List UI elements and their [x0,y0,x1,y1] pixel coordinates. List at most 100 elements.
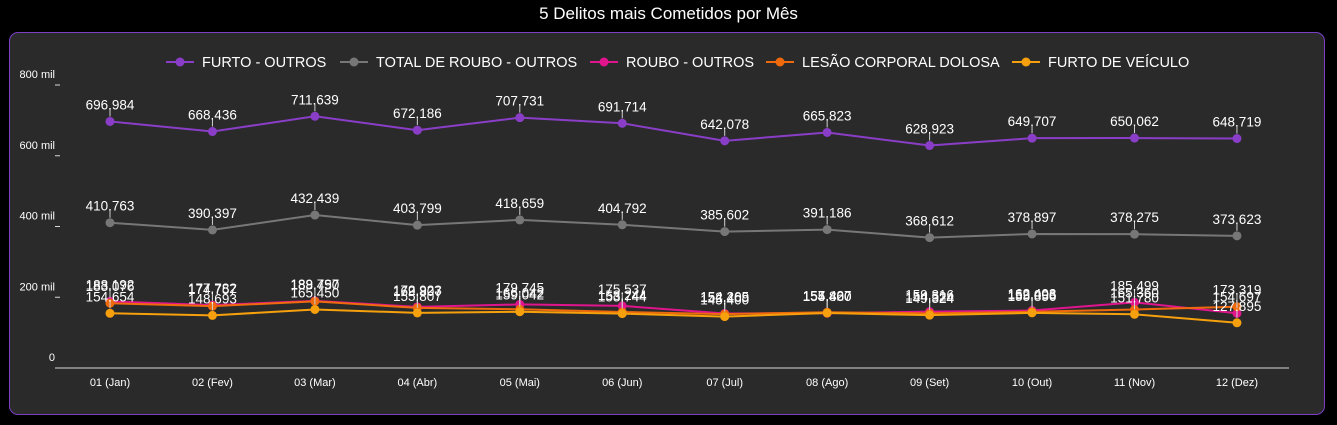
x-axis: 01 (Jan) 02 (Fev) 03 (Mar) 04 (Abr) 05 (Mai)… [60,367,1289,389]
data-point [720,227,730,237]
legend-item-furto-outros: FURTO - OUTROS [166,55,326,71]
data-point [822,308,832,318]
data-point [105,308,115,318]
data-label: 154.800 [803,289,852,304]
legend-label: FURTO DE VEÍCULO [1048,54,1189,71]
data-label: 174.757 [188,282,237,297]
data-label: 185.499 [1110,278,1159,293]
data-point [1232,318,1242,328]
x-tick-label: 06 (Jun) [602,377,642,389]
data-label: 649.707 [1008,114,1057,129]
y-axis: 0 200 mil 400 mil 600 mil 800 mil [20,69,60,369]
data-points [105,111,1242,328]
y-tick-label: 400 mil [20,211,55,223]
data-point [925,141,935,151]
data-label: 165.360 [1110,286,1159,301]
y-tick-label: 600 mil [20,140,55,152]
data-point [412,220,422,230]
data-point [1130,133,1139,143]
data-label: 648.719 [1213,115,1262,130]
data-label: 159.316 [905,288,954,303]
data-label: 650.062 [1110,114,1159,129]
data-point [1232,231,1242,241]
data-label: 127.895 [1213,299,1262,314]
data-point [1027,229,1037,239]
data-label: 152.469 [700,290,749,305]
data-label: 166.042 [495,285,544,300]
data-label: 157.427 [803,288,852,303]
legend: FURTO - OUTROS TOTAL DE ROUBO - OUTROS ROU… [166,54,1189,71]
x-tick-label: 09 (Set) [910,377,949,389]
x-tick-label: 03 (Mar) [294,377,336,389]
y-tick-label: 200 mil [20,281,55,293]
data-point [207,225,217,235]
legend-item-roubo-outros: ROUBO - OUTROS [590,55,754,71]
series-lines [109,115,1238,324]
data-point [515,215,525,225]
data-label: 707.731 [495,94,544,109]
data-label: 385.602 [700,208,749,223]
data-label: 390.397 [188,206,237,221]
x-tick-label: 08 (Ago) [806,377,848,389]
data-label: 155.807 [393,289,442,304]
data-label: 403.799 [393,201,442,216]
data-point [412,308,422,318]
legend-label: TOTAL DE ROUBO - OUTROS [376,55,577,71]
data-label: 668.436 [188,108,237,123]
data-label: 154.654 [86,289,135,304]
data-point [515,113,525,123]
series-line-furto-de-veiculo [109,308,1238,324]
data-label: 189.797 [290,277,339,292]
legend-marker [175,57,185,67]
data-label: 378.897 [1008,210,1057,225]
y-tick-label: 0 [49,352,55,364]
data-point [515,307,525,317]
series-line-total-de-roubo-outros [109,214,1237,239]
x-tick-label: 05 (Mai) [500,377,540,389]
legend-marker [775,57,785,67]
data-label: 183.076 [86,279,135,294]
data-label: 149.324 [905,291,954,306]
data-label: 155.460 [803,289,852,304]
data-label: 378.275 [1110,210,1159,225]
data-label: 169.807 [393,284,442,299]
data-point [617,309,627,319]
legend-marker [599,57,609,67]
legend-label: ROUBO - OUTROS [626,55,754,71]
data-point [925,233,935,243]
data-point [617,220,627,230]
legend-item-total-de-roubo-outros: TOTAL DE ROUBO - OUTROS [340,55,577,71]
data-point [207,127,217,137]
data-point [617,118,627,128]
data-label: 188.192 [86,277,135,292]
data-point [207,310,217,320]
data-label: 418.659 [495,196,544,211]
data-label: 154.205 [700,289,749,304]
data-label: 165.450 [290,285,339,300]
data-point [720,312,730,322]
data-label: 628.923 [905,122,954,137]
legend-label: LESÃO CORPORAL DOLOSA [802,54,1000,71]
legend-item-furto-de-veiculo: FURTO DE VEÍCULO [1012,54,1189,71]
legend-item-lesao-corporal-dolosa: LESÃO CORPORAL DOLOSA [766,54,1000,71]
data-point [720,136,730,146]
series-line-furto-outros [109,115,1237,147]
data-label: 155.856 [1008,289,1057,304]
data-label: 159.042 [495,288,544,303]
x-tick-label: 07 (Jul) [706,377,743,389]
data-point [1027,133,1037,143]
data-label: 148.693 [188,291,237,306]
data-label: 154.524 [905,289,954,304]
series-line-lesao-corporal-dolosa [109,300,1237,316]
x-tick-label: 02 (Fev) [192,377,233,389]
data-point [105,116,115,126]
data-label: 151.780 [1110,290,1159,305]
data-label: 391.186 [803,206,852,221]
data-label: 145.400 [700,293,749,308]
data-label: 696.984 [86,97,135,112]
x-tick-label: 10 (Out) [1012,377,1052,389]
data-point [310,210,320,220]
legend-marker [349,57,359,67]
data-label: 162.403 [1008,287,1057,302]
